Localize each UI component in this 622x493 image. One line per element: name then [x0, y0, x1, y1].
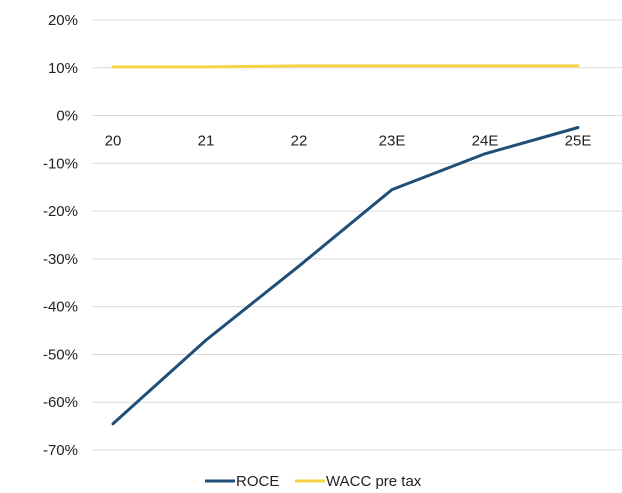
y-axis: 20% 10% 0% -10% -20% -30% -40% -50% -60% -70% — [43, 12, 78, 459]
y-tick-label: 20% — [48, 12, 78, 29]
x-tick-label: 20 — [105, 133, 122, 150]
y-tick-label: -20% — [43, 203, 78, 220]
x-tick-label: 22 — [291, 133, 308, 150]
series-lines — [111, 64, 580, 426]
y-tick-label: -30% — [43, 251, 78, 268]
y-tick-label: -10% — [43, 155, 78, 172]
gridlines — [92, 19, 622, 451]
x-axis: 20 21 22 23E 24E 25E — [105, 133, 592, 150]
series-line-roce — [111, 126, 580, 426]
legend: ROCE WACC pre tax — [205, 473, 422, 490]
y-tick-label: -70% — [43, 442, 78, 459]
y-tick-label: -60% — [43, 394, 78, 411]
y-tick-label: 0% — [56, 108, 78, 125]
legend-label: WACC pre tax — [326, 473, 422, 490]
y-tick-label: 10% — [48, 60, 78, 77]
series-line-wacc-pre-tax — [111, 64, 580, 69]
x-tick-label: 24E — [472, 133, 499, 150]
y-tick-label: -50% — [43, 346, 78, 363]
x-tick-label: 21 — [198, 133, 215, 150]
legend-label: ROCE — [236, 473, 279, 490]
x-tick-label: 23E — [379, 133, 406, 150]
x-tick-label: 25E — [565, 133, 592, 150]
y-tick-label: -40% — [43, 299, 78, 316]
